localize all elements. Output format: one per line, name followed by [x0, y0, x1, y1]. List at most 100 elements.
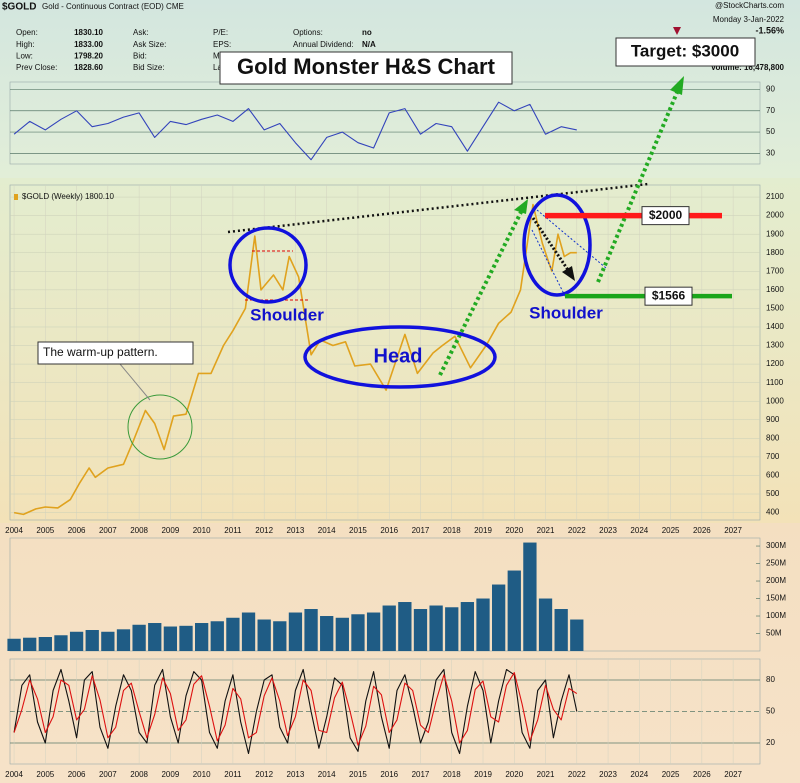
- x-tick-label: 2013: [287, 526, 305, 535]
- x-tick-label: 2012: [255, 526, 273, 535]
- arrow-head: [514, 199, 528, 214]
- x-tick-label: 2016: [380, 770, 398, 779]
- y-tick-label: 2000: [766, 211, 784, 220]
- y-tick-label: 250M: [766, 559, 786, 568]
- volume-bar: [85, 630, 99, 651]
- x-tick-label: 2020: [505, 770, 523, 779]
- x-tick-label: 2022: [568, 526, 586, 535]
- volume-bar: [226, 617, 240, 651]
- change: -1.56%: [755, 25, 784, 35]
- x-tick-label: 2024: [630, 526, 648, 535]
- stat-label: Options:: [293, 28, 323, 37]
- y-tick-label: 200M: [766, 576, 786, 585]
- x-tick-label: 2005: [36, 526, 54, 535]
- volume-bar: [507, 570, 521, 651]
- x-tick-label: 2008: [130, 526, 148, 535]
- stat-label: Ask Size:: [133, 40, 166, 49]
- volume-bar: [523, 542, 537, 651]
- green-arrow: [438, 209, 524, 376]
- volume-bar: [445, 607, 459, 651]
- bottom-background: [0, 523, 800, 783]
- blue-dotted: [531, 229, 567, 299]
- x-tick-label: 2019: [474, 526, 492, 535]
- volume-bar: [273, 621, 287, 651]
- stat-label: Open:: [16, 28, 38, 37]
- description: Gold - Continuous Contract (EOD) CME: [42, 2, 184, 11]
- x-tick-label: 2011: [224, 526, 242, 535]
- shoulder-label: Shoulder: [529, 303, 603, 322]
- x-tick-label: 2017: [412, 526, 430, 535]
- symbol: $GOLD: [2, 2, 36, 13]
- target-text: Target: $3000: [631, 41, 739, 60]
- x-tick-label: 2024: [630, 770, 648, 779]
- stat-label: Annual Dividend:: [293, 40, 353, 49]
- y-tick-label: 50M: [766, 629, 782, 638]
- stat-value: N/A: [362, 40, 376, 49]
- volume-bar: [116, 629, 131, 651]
- y-tick-label: 900: [766, 415, 780, 424]
- stat-label: Prev Close:: [16, 63, 57, 72]
- x-tick-label: 2016: [380, 526, 398, 535]
- volume-bar: [460, 602, 475, 651]
- series-line: [13, 668, 578, 755]
- x-tick-label: 2014: [318, 526, 336, 535]
- x-tick-label: 2012: [255, 770, 273, 779]
- x-tick-label: 2006: [68, 770, 86, 779]
- stat-label: P/E:: [213, 28, 228, 37]
- y-tick-label: 50: [766, 707, 775, 716]
- volume-bar: [335, 617, 349, 651]
- neckline-trend: [227, 182, 649, 234]
- x-tick-label: 2007: [99, 770, 117, 779]
- y-tick-label: 150M: [766, 594, 786, 603]
- top-background: [0, 0, 800, 178]
- volume-bar: [163, 626, 178, 651]
- volume-bar: [398, 602, 412, 651]
- header: $GOLD Gold - Continuous Contract (EOD) CM…: [2, 1, 785, 72]
- x-tick-label: 2021: [537, 526, 555, 535]
- volume-bar: [304, 609, 318, 651]
- y-tick-label: 1900: [766, 229, 784, 238]
- leader-line: [119, 363, 151, 401]
- stat-label: High:: [16, 40, 35, 49]
- x-tick-label: 2015: [349, 770, 367, 779]
- x-tick-label: 2015: [349, 526, 367, 535]
- x-tick-label: 2011: [224, 770, 242, 779]
- x-tick-label: 2014: [318, 770, 336, 779]
- y-tick-label: 30: [766, 148, 775, 157]
- head-ellipse: [303, 325, 497, 389]
- volume-bar: [554, 609, 568, 651]
- source: @StockCharts.com: [715, 1, 784, 10]
- volume-bar: [7, 638, 21, 651]
- levels: $2000 $1566: [545, 206, 732, 306]
- volume-bar: [132, 624, 146, 651]
- volume-bar: [288, 612, 303, 651]
- y-tick-label: 1000: [766, 396, 784, 405]
- volume-bar: [538, 598, 553, 651]
- y-tick-label: 70: [766, 106, 775, 115]
- level-box: [641, 206, 690, 226]
- stat-label: Ask:: [133, 28, 149, 37]
- x-tick-label: 2017: [412, 770, 430, 779]
- warm-up-circle: [127, 394, 193, 460]
- level-label: $2000: [649, 208, 683, 222]
- level-label: $1566: [652, 288, 686, 302]
- y-tick-label: 1300: [766, 341, 784, 350]
- note-box: [37, 341, 194, 365]
- stat-value: 1830.10: [74, 28, 103, 37]
- volume-bar: [491, 584, 506, 651]
- volume-bar: [413, 609, 428, 651]
- y-tick-label: 50: [766, 127, 775, 136]
- volume-bar: [382, 605, 396, 651]
- stat-value: 1798.20: [74, 52, 103, 61]
- volume-bar: [429, 605, 443, 651]
- volume-bar: [351, 614, 365, 651]
- volume-bar: [570, 619, 584, 651]
- series-line: [13, 101, 577, 161]
- x-tick-label: 2025: [662, 526, 680, 535]
- stat-label: EPS:: [213, 40, 231, 49]
- volume-bar: [101, 631, 115, 651]
- y-tick-label: 1600: [766, 285, 784, 294]
- panels: 400 500 600 700 800 900 1000 1100 1200 1300 1400 15…: [5, 85, 786, 780]
- y-tick-label: 1200: [766, 359, 784, 368]
- date: Monday 3-Jan-2022: [713, 15, 785, 24]
